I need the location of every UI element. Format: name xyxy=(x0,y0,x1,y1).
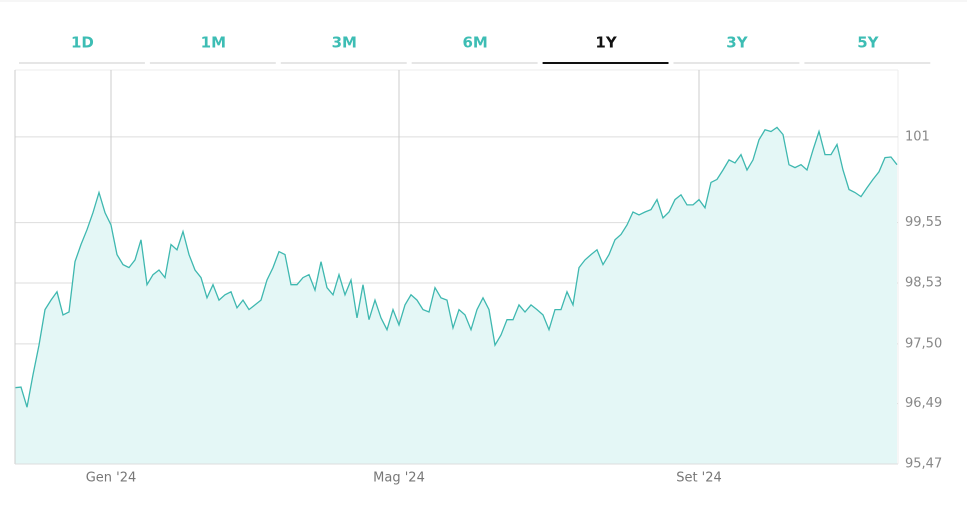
tab[interactable]: 1D xyxy=(71,34,94,52)
y-tick-label: 97,50 xyxy=(905,336,942,351)
plot: 95,47 96,49 97,50 98,53 99,55 101 Gen '24 Mag '… xyxy=(14,69,942,486)
tab[interactable]: 3Y xyxy=(726,34,748,52)
y-tick-label: 95,47 xyxy=(905,457,942,472)
tab[interactable]: 1Y xyxy=(595,34,617,52)
tab[interactable]: 1M xyxy=(201,34,226,52)
tab[interactable]: 5Y xyxy=(857,34,879,52)
tab[interactable]: 6M xyxy=(462,34,487,52)
y-tick-label: 101 xyxy=(905,129,930,144)
y-tick-label: 98,53 xyxy=(905,275,942,290)
tab[interactable]: 3M xyxy=(332,34,357,52)
line xyxy=(14,126,898,408)
x-tick-label: Gen '24 xyxy=(86,471,137,486)
x-tick-label: Mag '24 xyxy=(373,471,425,486)
area xyxy=(15,127,897,465)
y-tick-label: 96,49 xyxy=(905,396,942,411)
x-tick-label: Set '24 xyxy=(676,471,722,486)
tab-bar: 1D 1M 3M 6M 1Y 3Y 5Y xyxy=(19,34,931,64)
y-tick-label: 99,55 xyxy=(905,215,942,230)
